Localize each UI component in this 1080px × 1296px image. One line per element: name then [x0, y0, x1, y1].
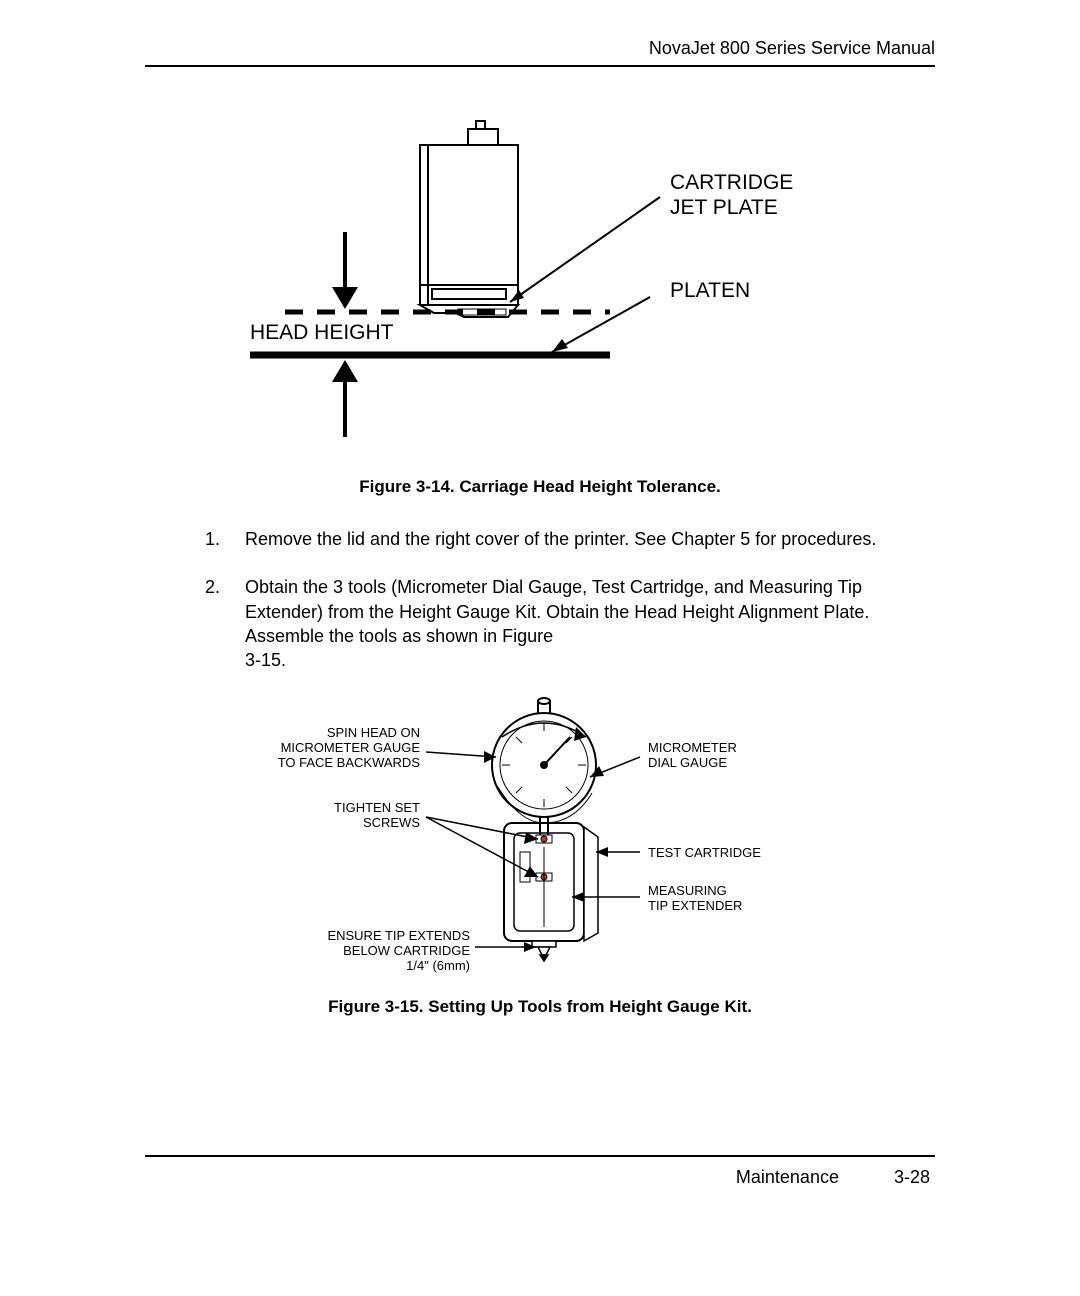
label-ensure-3: 1/4" (6mm) — [406, 958, 470, 973]
label-ensure-1: ENSURE TIP EXTENDS — [327, 928, 470, 943]
footer-page: 3-28 — [894, 1167, 930, 1188]
step-text: Obtain the 3 tools (Micrometer Dial Gaug… — [245, 575, 905, 672]
label-cartridge-jet-plate-2: JET PLATE — [670, 196, 778, 219]
label-tighten-1: TIGHTEN SET — [334, 800, 420, 815]
label-micrometer-1: MICROMETER — [648, 740, 737, 755]
label-ensure-2: BELOW CARTRIDGE — [343, 943, 470, 958]
steps-list: 1. Remove the lid and the right cover of… — [145, 527, 935, 672]
step-number: 1. — [205, 527, 245, 551]
step: 2. Obtain the 3 tools (Micrometer Dial G… — [205, 575, 905, 672]
figure-3-14-svg: CARTRIDGE JET PLATE PLATEN HEAD HEIGHT — [210, 117, 870, 447]
page-footer: Maintenance 3-28 — [145, 1155, 935, 1188]
label-micrometer-2: DIAL GAUGE — [648, 755, 727, 770]
label-test-cartridge: TEST CARTRIDGE — [648, 845, 761, 860]
label-tighten-2: SCREWS — [363, 815, 420, 830]
figure-3-15-svg: SPIN HEAD ON MICROMETER GAUGE TO FACE BA… — [240, 697, 840, 977]
label-spin-head-2: MICROMETER GAUGE — [281, 740, 421, 755]
label-spin-head-1: SPIN HEAD ON — [327, 725, 420, 740]
label-head-height: HEAD HEIGHT — [250, 321, 394, 344]
figure-3-14-caption: Figure 3-14. Carriage Head Height Tolera… — [145, 477, 935, 497]
label-measuring-1: MEASURING — [648, 883, 727, 898]
label-platen: PLATEN — [670, 279, 750, 302]
label-measuring-2: TIP EXTENDER — [648, 898, 742, 913]
label-spin-head-3: TO FACE BACKWARDS — [278, 755, 421, 770]
footer-section: Maintenance — [736, 1167, 839, 1188]
figure-3-15-caption: Figure 3-15. Setting Up Tools from Heigh… — [145, 997, 935, 1017]
step-number: 2. — [205, 575, 245, 672]
label-cartridge-jet-plate-1: CARTRIDGE — [670, 171, 793, 194]
figure-3-15: SPIN HEAD ON MICROMETER GAUGE TO FACE BA… — [145, 697, 935, 977]
figure-3-14: CARTRIDGE JET PLATE PLATEN HEAD HEIGHT — [145, 117, 935, 447]
step-text: Remove the lid and the right cover of th… — [245, 527, 876, 551]
page-header: NovaJet 800 Series Service Manual — [145, 38, 935, 67]
step: 1. Remove the lid and the right cover of… — [205, 527, 905, 551]
